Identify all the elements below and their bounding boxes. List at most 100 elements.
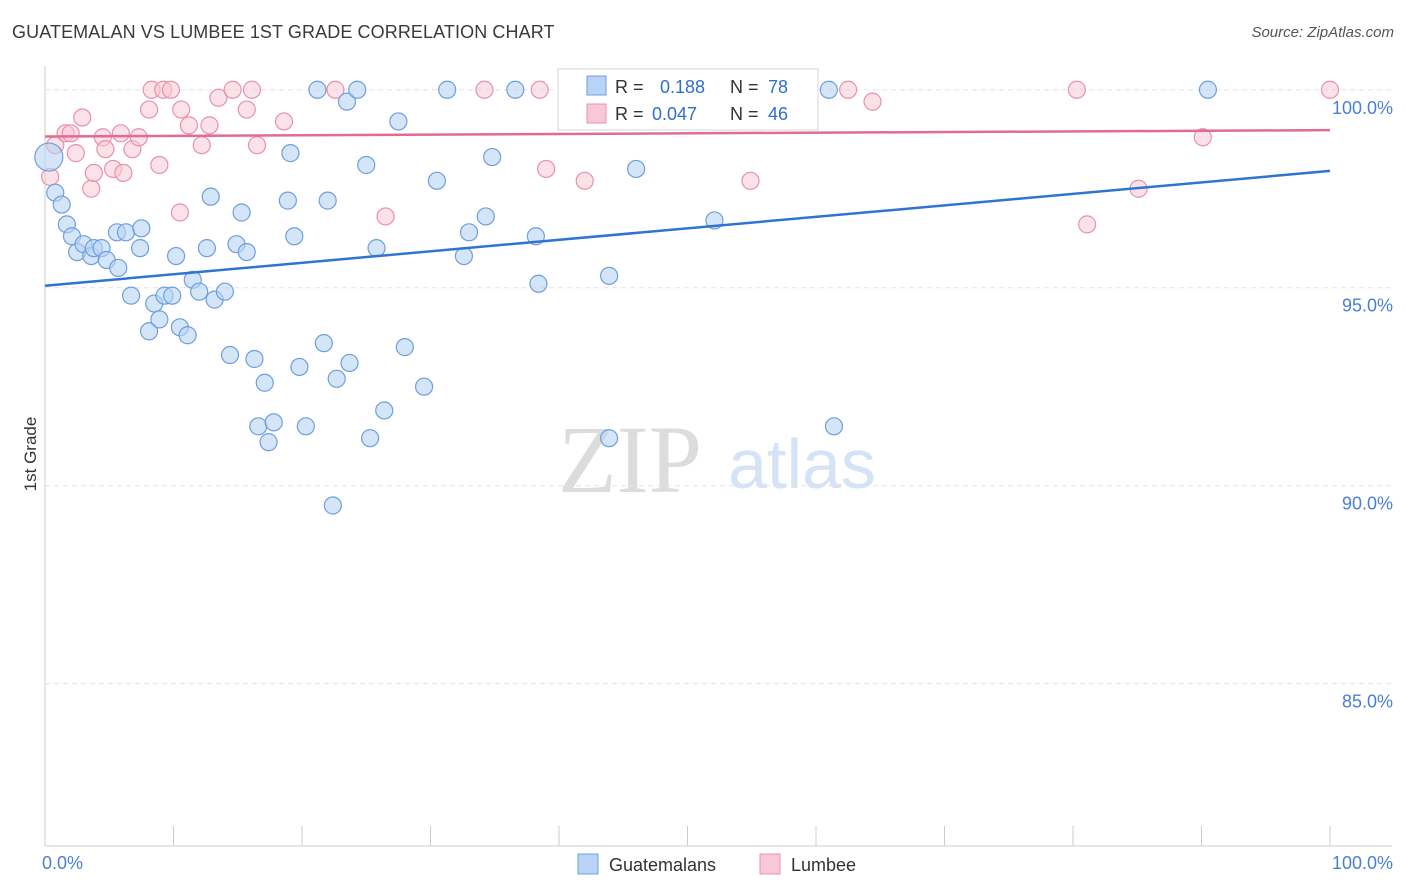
legend-label-guatemalans: Guatemalans	[609, 855, 716, 875]
data-point	[52, 195, 71, 214]
data-point	[255, 373, 274, 392]
x-tick-labels: 0.0% 100.0%	[42, 853, 1393, 873]
data-point	[454, 246, 474, 266]
data-point	[178, 326, 197, 345]
data-point	[427, 171, 447, 190]
legend-r-label: R =	[615, 104, 644, 124]
data-point	[150, 310, 169, 329]
data-point	[114, 163, 133, 183]
x-tick-label: 0.0%	[42, 853, 83, 873]
watermark: ZIP atlas	[558, 406, 876, 513]
legend-swatch-lumbee	[586, 103, 607, 124]
trend-lines	[44, 128, 1331, 287]
data-point	[530, 80, 549, 99]
data-point	[348, 80, 367, 99]
data-point	[259, 433, 278, 452]
data-point	[190, 282, 209, 301]
data-point	[96, 140, 115, 159]
legend-n-label: N =	[730, 77, 759, 97]
data-point	[626, 159, 646, 179]
legend-n-label: N =	[730, 104, 759, 124]
data-point	[247, 136, 267, 155]
data-point	[73, 108, 92, 127]
data-point	[61, 124, 80, 143]
legend-swatch-lumbee	[759, 853, 781, 875]
watermark-zip: ZIP	[558, 406, 702, 513]
data-point	[179, 116, 199, 135]
data-point	[376, 207, 395, 226]
y-axis-label: 1st Grade	[21, 417, 40, 492]
data-point	[314, 334, 333, 353]
legend-swatch-guatemalans	[577, 853, 599, 875]
data-point	[290, 357, 309, 377]
data-point	[242, 80, 261, 99]
data-point	[819, 80, 838, 99]
data-point	[389, 112, 408, 131]
data-point	[476, 207, 495, 226]
data-point	[1193, 128, 1212, 147]
data-point	[161, 80, 181, 99]
data-point	[281, 144, 300, 163]
data-point	[326, 80, 345, 99]
data-point	[139, 322, 159, 341]
data-point	[600, 266, 619, 285]
data-point	[109, 258, 128, 278]
data-point	[82, 179, 101, 198]
data-point	[475, 80, 494, 99]
data-point	[1078, 215, 1097, 234]
data-point	[132, 219, 151, 238]
trend-line-guatemalans	[44, 169, 1331, 287]
data-point	[215, 282, 234, 301]
data-point	[395, 338, 414, 357]
data-point	[863, 92, 882, 111]
data-point	[197, 239, 217, 258]
data-point	[414, 377, 434, 396]
data-point	[130, 239, 150, 258]
data-point	[111, 124, 130, 143]
series-lumbee	[41, 80, 1340, 234]
data-point	[438, 80, 457, 99]
data-point	[66, 144, 85, 163]
data-point	[361, 429, 380, 448]
data-point	[139, 100, 159, 119]
data-point	[278, 191, 297, 210]
data-point	[274, 112, 294, 131]
axes	[44, 66, 1392, 847]
data-point	[1198, 80, 1218, 99]
x-tick-label: 100.0%	[1332, 853, 1393, 873]
data-point	[163, 286, 182, 305]
data-point	[1067, 80, 1086, 99]
data-point	[34, 142, 64, 172]
chart-title: GUATEMALAN VS LUMBEE 1ST GRADE CORRELATI…	[12, 22, 555, 42]
data-point	[1320, 80, 1340, 99]
data-point	[318, 191, 337, 210]
data-point	[116, 223, 136, 242]
legend-label-lumbee: Lumbee	[791, 855, 856, 875]
series-guatemalans	[34, 80, 1218, 515]
data-point	[529, 274, 548, 293]
data-point	[264, 413, 283, 432]
legend-n-value: 78	[768, 77, 788, 97]
data-point	[340, 353, 359, 373]
data-point	[600, 429, 619, 448]
data-point	[150, 155, 169, 175]
data-point	[249, 417, 268, 436]
data-point	[459, 223, 479, 242]
data-point	[506, 80, 525, 99]
data-point	[537, 159, 556, 179]
legend-r-value: 0.188	[660, 77, 705, 97]
data-point	[223, 80, 242, 99]
data-point	[824, 417, 844, 436]
watermark-atlas: atlas	[728, 425, 876, 503]
data-point	[170, 203, 190, 222]
stats-legend: R = 0.188 N = 78 R = 0.047 N = 46	[557, 68, 819, 131]
data-point	[200, 116, 219, 135]
y-tick-label: 85.0%	[1342, 692, 1393, 712]
legend-r-value: 0.047	[652, 104, 697, 124]
source-label: Source: ZipAtlas.com	[1251, 24, 1394, 41]
data-point	[337, 92, 357, 111]
data-point	[327, 369, 346, 388]
y-tick-labels: 100.0% 95.0% 90.0% 85.0%	[1332, 98, 1393, 712]
data-point	[323, 496, 342, 515]
